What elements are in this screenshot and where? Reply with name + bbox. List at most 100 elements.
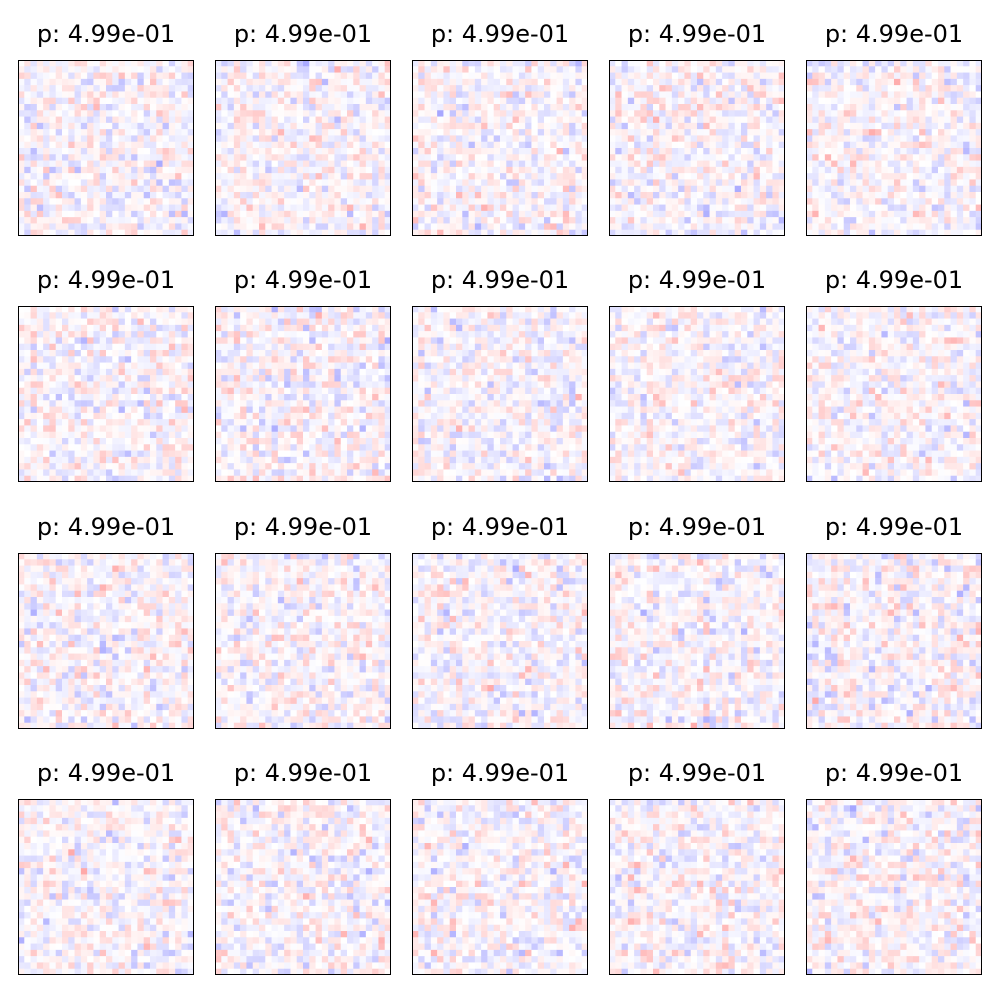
heatmap-cell — [690, 116, 698, 124]
heatmap-cell — [734, 198, 742, 205]
heatmap-cell — [36, 198, 44, 205]
heatmap-cell — [124, 362, 132, 370]
heatmap-cell — [437, 166, 444, 174]
heatmap-cell — [277, 223, 285, 231]
heatmap-cell — [665, 210, 673, 218]
heatmap-cell — [468, 129, 476, 136]
heatmap-cell — [512, 60, 520, 67]
heatmap-cell — [856, 166, 863, 174]
heatmap-cell — [259, 210, 266, 218]
heatmap-cell — [634, 185, 641, 193]
heatmap-cell — [131, 173, 138, 180]
heatmap-cell — [462, 60, 469, 67]
heatmap-cell — [137, 312, 145, 319]
heatmap-cell — [309, 122, 316, 130]
heatmap-cell — [143, 204, 151, 212]
heatmap-cell — [963, 217, 970, 224]
heatmap-cell — [963, 135, 970, 143]
heatmap-cell — [321, 116, 329, 124]
heatmap-cell — [418, 141, 425, 149]
heatmap-cell — [506, 60, 513, 67]
heatmap-cell — [227, 318, 235, 326]
heatmap-cell — [106, 362, 113, 370]
heatmap-cell — [950, 122, 958, 130]
heatmap-cell — [646, 97, 654, 105]
heatmap-cell — [747, 97, 754, 105]
heatmap-cell — [734, 129, 742, 136]
heatmap-cell — [309, 312, 316, 319]
heatmap-cell — [68, 60, 75, 67]
heatmap-cell — [168, 375, 176, 382]
heatmap-cell — [956, 72, 964, 80]
heatmap-cell — [112, 456, 119, 464]
heatmap-cell — [944, 148, 951, 155]
heatmap-cell — [328, 154, 335, 161]
heatmap-cell — [118, 306, 126, 313]
heatmap-cell — [156, 318, 163, 326]
heatmap-cell — [462, 122, 469, 130]
heatmap-cell — [906, 66, 914, 73]
heatmap-cell — [93, 60, 101, 67]
heatmap-cell — [665, 229, 673, 236]
heatmap-cell — [975, 110, 982, 117]
heatmap-cell — [233, 173, 241, 180]
heatmap-cell — [118, 179, 126, 187]
heatmap-cell — [347, 324, 354, 332]
heatmap-cell — [462, 204, 469, 212]
heatmap-cell — [156, 356, 163, 363]
heatmap-cell — [43, 110, 50, 117]
heatmap-cell — [525, 154, 532, 161]
heatmap-cell — [74, 400, 82, 407]
heatmap-cell — [309, 179, 316, 187]
heatmap-cell — [659, 217, 666, 224]
heatmap-cell — [709, 179, 717, 187]
heatmap-cell — [87, 104, 94, 111]
heatmap-cell — [372, 217, 379, 224]
heatmap-cell — [303, 85, 310, 92]
heatmap-cell — [646, 60, 654, 67]
heatmap-cell — [703, 210, 710, 218]
heatmap-cell — [506, 78, 513, 86]
heatmap-cell — [544, 204, 551, 212]
heatmap-cell — [175, 438, 182, 445]
heatmap-cell — [875, 192, 882, 199]
heatmap-cell — [18, 185, 25, 193]
heatmap-cell — [162, 475, 170, 482]
heatmap-cell — [55, 324, 63, 332]
heatmap-cell — [353, 160, 360, 168]
heatmap-cell — [372, 110, 379, 117]
heatmap-cell — [93, 438, 101, 445]
heatmap-cell — [137, 173, 145, 180]
heatmap-cell — [969, 135, 977, 143]
heatmap-cell — [481, 104, 488, 111]
heatmap-cell — [544, 122, 551, 130]
heatmap-cell — [277, 97, 285, 105]
heatmap-cell — [181, 324, 189, 332]
heatmap-cell — [722, 154, 729, 161]
heatmap-cell — [615, 122, 622, 130]
heatmap-cell — [36, 223, 44, 231]
heatmap-cell — [862, 204, 870, 212]
heatmap-cell — [233, 179, 241, 187]
heatmap-cell — [697, 148, 704, 155]
heatmap-cell — [87, 381, 94, 389]
heatmap-cell — [372, 204, 379, 212]
heatmap-cell — [900, 85, 907, 92]
heatmap-cell — [112, 173, 119, 180]
heatmap-cell — [137, 78, 145, 86]
heatmap-cell — [284, 324, 291, 332]
heatmap-cell — [87, 129, 94, 136]
heatmap-cell — [969, 97, 977, 105]
heatmap-cell — [150, 160, 157, 168]
heatmap-cell — [818, 166, 826, 174]
heatmap-cell — [487, 97, 495, 105]
heatmap-cell — [824, 148, 832, 155]
heatmap-cell — [925, 229, 933, 236]
heatmap-cell — [99, 60, 107, 67]
heatmap-cell — [49, 210, 57, 218]
heatmap-cell — [881, 135, 889, 143]
heatmap-cell — [437, 223, 444, 231]
heatmap-cell — [944, 229, 951, 236]
heatmap-cell — [562, 185, 570, 193]
heatmap-cell — [168, 368, 176, 376]
